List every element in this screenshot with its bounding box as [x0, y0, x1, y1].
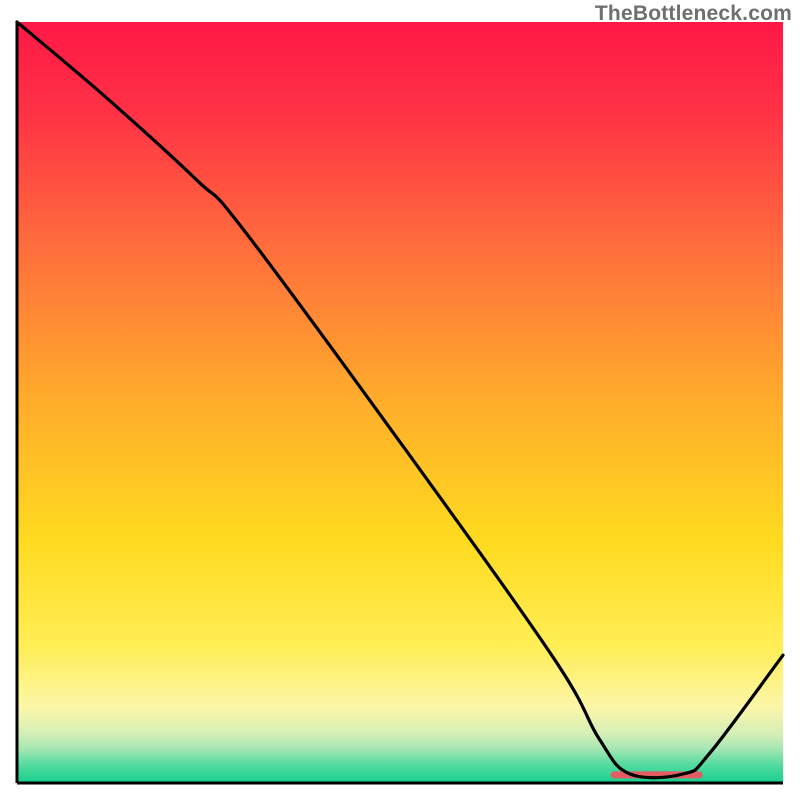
gradient-background [17, 22, 783, 783]
chart-container: { "watermark": { "text": "TheBottleneck.… [0, 0, 800, 800]
bottleneck-chart [0, 0, 800, 800]
